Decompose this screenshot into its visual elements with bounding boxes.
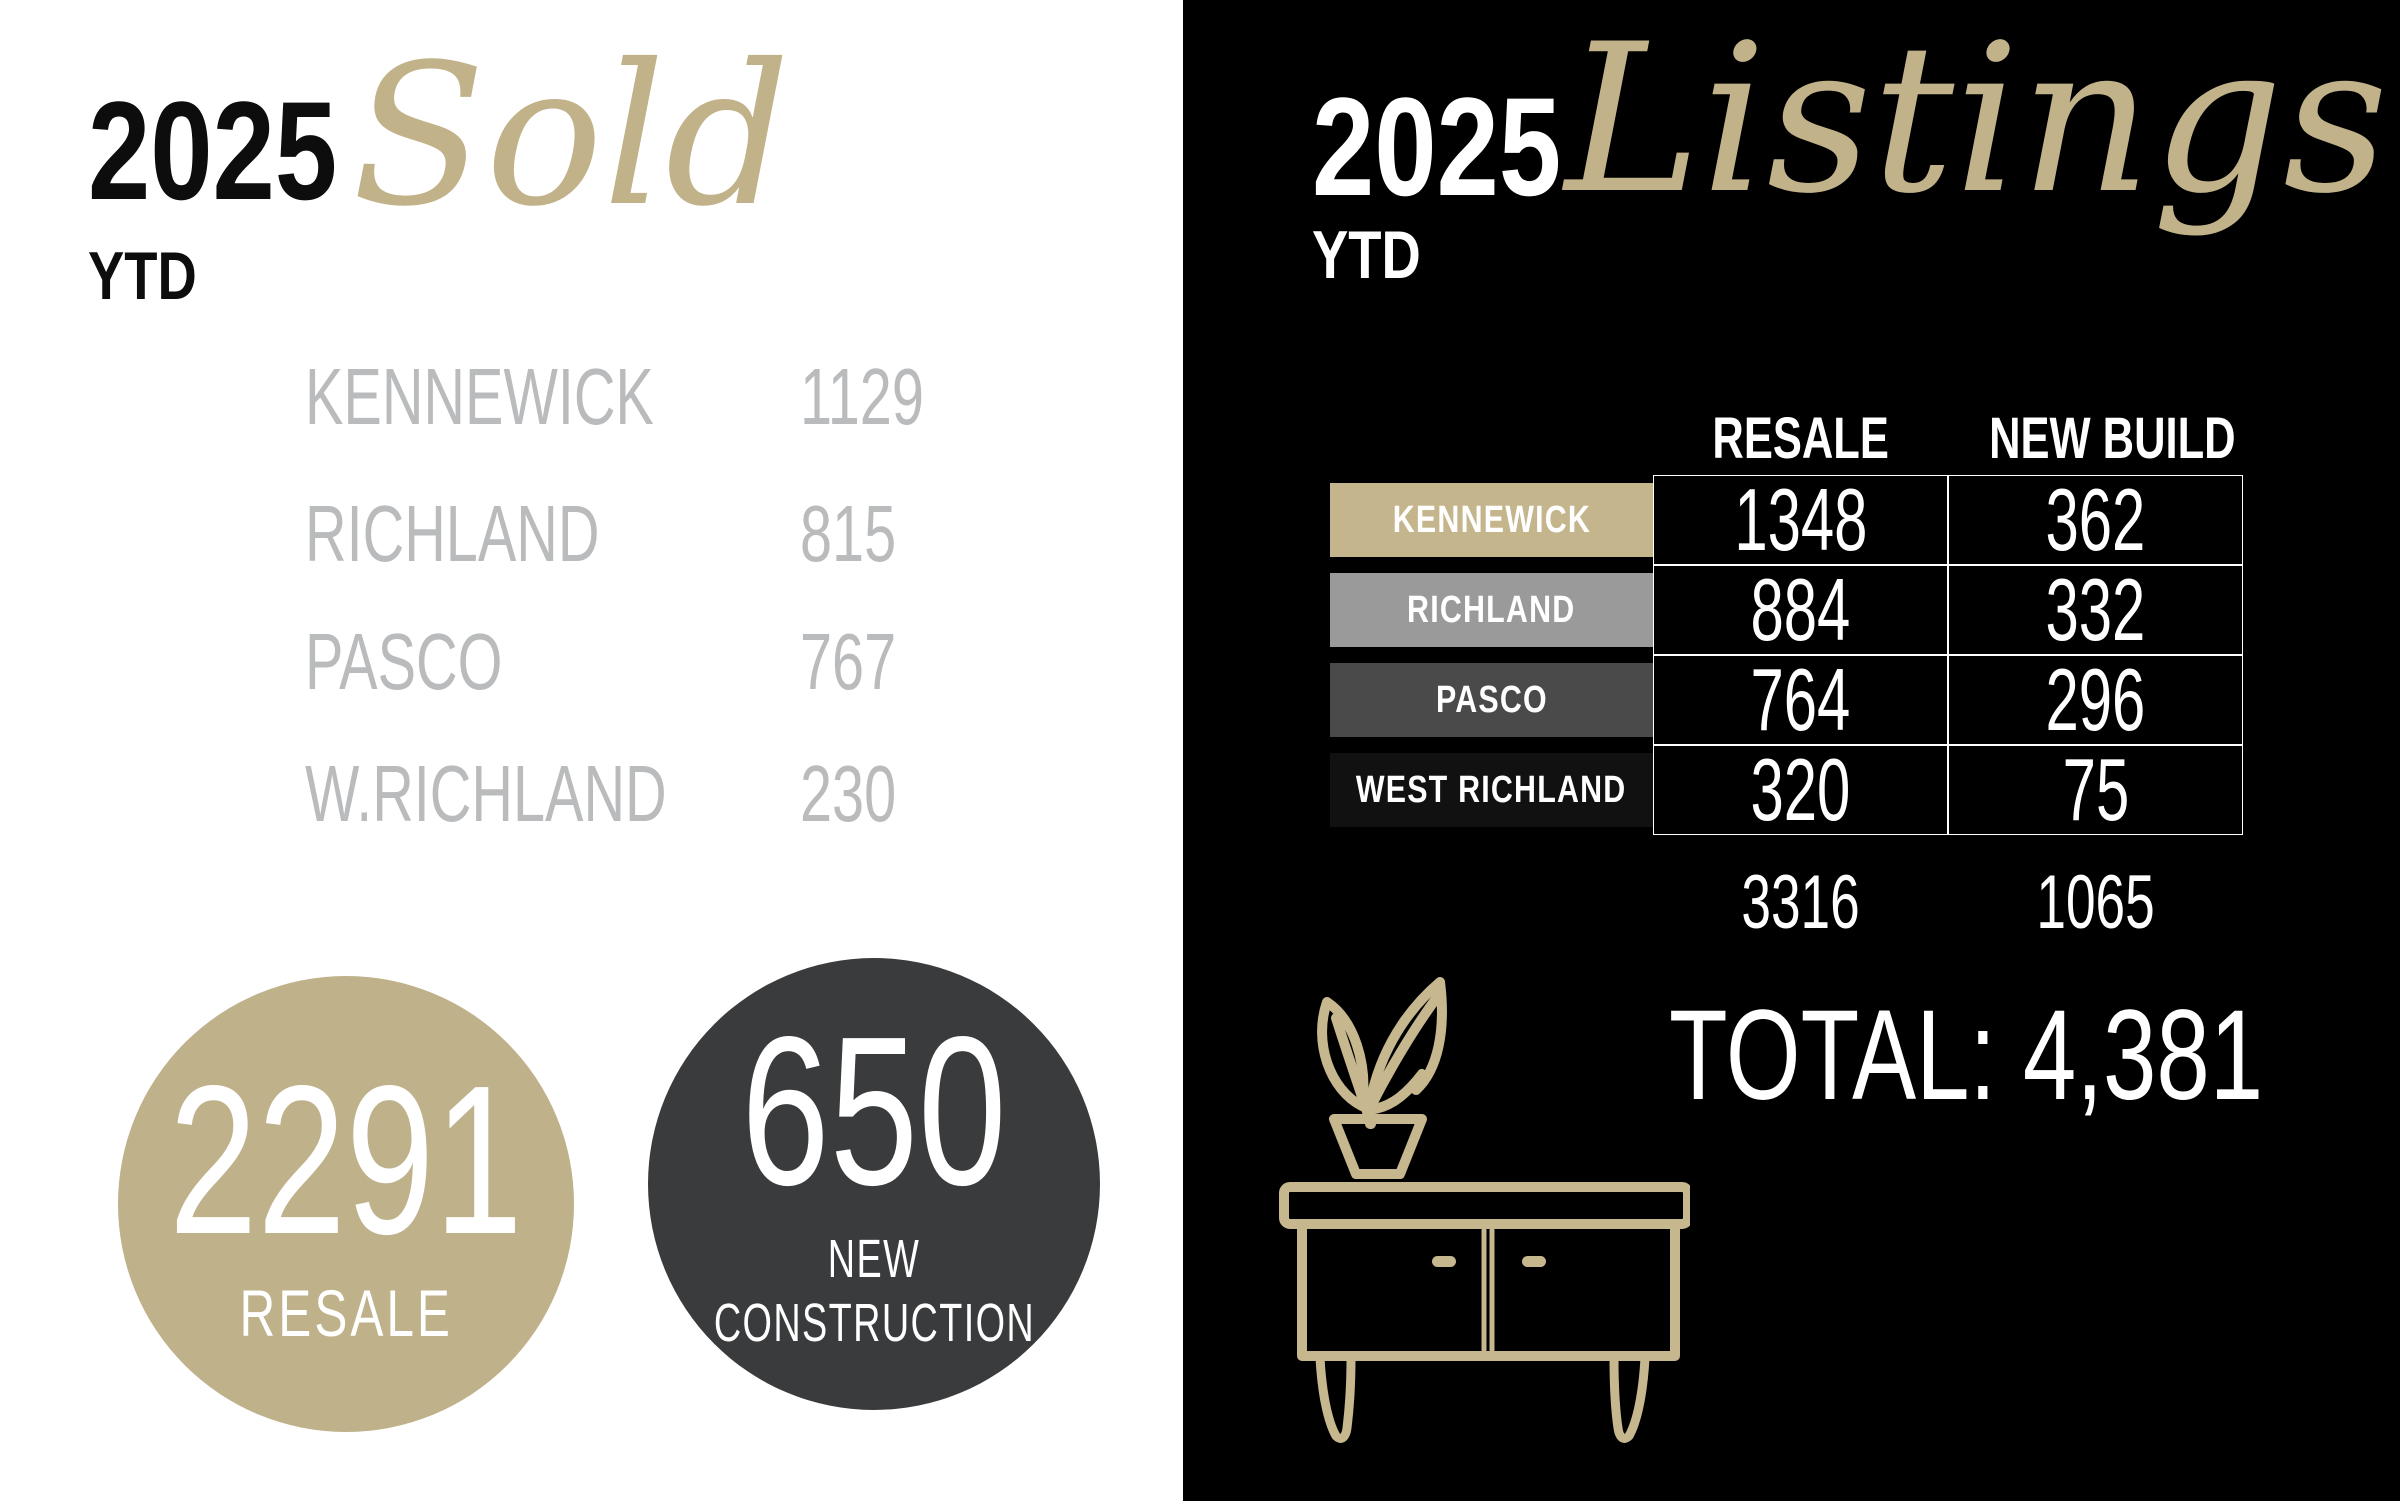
cell-kennewick-new-build: 362 (1948, 475, 2243, 565)
city-value: 815 (800, 489, 897, 578)
sold-row-kennewick: KENNEWICK 1129 (305, 357, 1065, 441)
cell-west-richland-resale: 320 (1653, 745, 1948, 835)
row-label-kennewick: KENNEWICK (1330, 483, 1653, 557)
resale-column-total: 3316 (1741, 860, 1860, 945)
sold-period: YTD (88, 238, 197, 314)
grand-total: TOTAL: 4,381 (1669, 984, 2264, 1127)
row-label-west-richland: WEST RICHLAND (1330, 753, 1653, 827)
cell-kennewick-resale: 1348 (1653, 475, 1948, 565)
resale-total-circle: 2291 RESALE (118, 976, 574, 1432)
sold-script-title: Sold (352, 22, 791, 249)
plant-icon (1317, 977, 1447, 1179)
listings-script-title: Listings (1565, 1, 2389, 239)
resale-total-label: RESALE (239, 1275, 453, 1350)
city-label: W.RICHLAND (305, 749, 667, 838)
cell-pasco-resale: 764 (1653, 655, 1948, 745)
sold-row-wrichland: W.RICHLAND 230 (305, 754, 1065, 838)
city-value: 1129 (800, 352, 924, 441)
cabinet-icon (1279, 1182, 1690, 1443)
row-label-cell: KENNEWICK (1330, 475, 1653, 565)
cell-richland-new-build: 332 (1948, 565, 2243, 655)
row-label-pasco: PASCO (1330, 663, 1653, 737)
city-label: KENNEWICK (305, 352, 654, 441)
row-label-richland: RICHLAND (1330, 573, 1653, 647)
city-value: 767 (800, 617, 897, 706)
sold-panel: 2025 YTD Sold KENNEWICK 1129 RICHLAND 81… (0, 0, 1183, 1501)
listings-year: 2025 (1312, 68, 1562, 225)
row-label-cell: WEST RICHLAND (1330, 745, 1653, 835)
new-construction-total-value: 650 (741, 991, 1007, 1229)
listings-period: YTD (1312, 217, 1421, 293)
row-label-cell: PASCO (1330, 655, 1653, 745)
cell-pasco-new-build: 296 (1948, 655, 2243, 745)
sold-year: 2025 (88, 72, 338, 229)
column-header-new-build: NEW BUILD (1989, 406, 2236, 471)
cell-richland-resale: 884 (1653, 565, 1948, 655)
listings-table: KENNEWICK 1348 362 RICHLAND 884 332 PASC… (1330, 475, 2243, 835)
cell-west-richland-new-build: 75 (1948, 745, 2243, 835)
column-header-resale: RESALE (1712, 406, 1889, 471)
new-construction-total-circle: 650 NEW CONSTRUCTION (648, 958, 1100, 1410)
row-label-cell: RICHLAND (1330, 565, 1653, 655)
city-value: 230 (800, 749, 897, 838)
sold-row-pasco: PASCO 767 (305, 622, 1065, 706)
new-construction-total-label: NEW CONSTRUCTION (713, 1228, 1035, 1353)
sold-row-richland: RICHLAND 815 (305, 494, 1065, 578)
plant-on-cabinet-icon (1279, 977, 1690, 1443)
new-build-column-total: 1065 (2036, 860, 2155, 945)
city-label: RICHLAND (305, 489, 600, 578)
city-label: PASCO (305, 617, 503, 706)
listings-panel (1183, 0, 2400, 1501)
resale-total-value: 2291 (169, 1041, 523, 1279)
